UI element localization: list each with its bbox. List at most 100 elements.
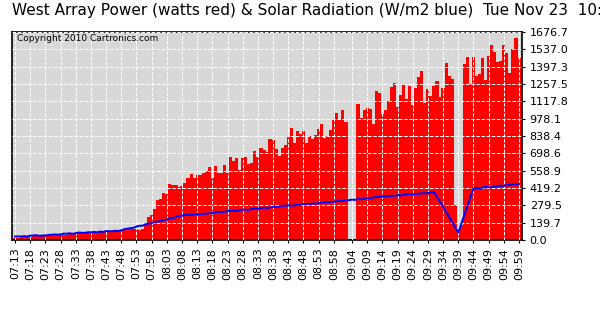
Bar bbox=[511, 50, 514, 240]
Bar bbox=[116, 231, 120, 240]
Bar bbox=[347, 239, 350, 240]
Bar bbox=[13, 238, 17, 240]
Bar bbox=[508, 73, 511, 240]
Bar bbox=[299, 134, 302, 240]
Bar bbox=[226, 172, 229, 240]
Bar bbox=[181, 186, 184, 240]
Bar bbox=[138, 230, 141, 240]
Bar bbox=[305, 143, 308, 240]
Bar bbox=[250, 163, 253, 240]
Bar bbox=[208, 167, 211, 240]
Bar bbox=[490, 45, 493, 240]
Bar bbox=[430, 96, 433, 240]
Bar bbox=[393, 83, 396, 240]
Bar bbox=[129, 228, 132, 240]
Bar bbox=[284, 145, 287, 240]
Bar bbox=[484, 80, 487, 240]
Bar bbox=[408, 85, 411, 240]
Bar bbox=[344, 122, 347, 240]
Bar bbox=[505, 53, 508, 240]
Bar bbox=[356, 104, 359, 240]
Bar bbox=[175, 185, 178, 240]
Bar bbox=[302, 131, 305, 240]
Bar bbox=[396, 107, 399, 240]
Text: West Array Power (watts red) & Solar Radiation (W/m2 blue)  Tue Nov 23  10:01: West Array Power (watts red) & Solar Rad… bbox=[12, 3, 600, 18]
Bar bbox=[47, 235, 50, 240]
Bar bbox=[220, 173, 223, 240]
Bar bbox=[83, 233, 86, 240]
Bar bbox=[44, 236, 47, 240]
Bar bbox=[205, 171, 208, 240]
Bar bbox=[399, 95, 402, 240]
Bar bbox=[247, 164, 250, 240]
Bar bbox=[451, 79, 454, 240]
Bar bbox=[159, 199, 163, 240]
Bar bbox=[193, 178, 196, 240]
Bar bbox=[368, 108, 372, 240]
Bar bbox=[80, 233, 83, 240]
Text: Copyright 2010 Cartronics.com: Copyright 2010 Cartronics.com bbox=[17, 34, 158, 43]
Bar bbox=[171, 186, 175, 240]
Bar bbox=[38, 236, 41, 240]
Bar bbox=[98, 232, 101, 240]
Bar bbox=[514, 38, 518, 240]
Bar bbox=[53, 236, 56, 240]
Bar bbox=[323, 138, 326, 240]
Bar bbox=[308, 136, 311, 240]
Bar bbox=[390, 87, 393, 240]
Bar bbox=[329, 130, 332, 240]
Bar bbox=[423, 103, 427, 240]
Bar bbox=[59, 234, 62, 240]
Bar bbox=[156, 200, 160, 240]
Bar bbox=[110, 231, 114, 240]
Bar bbox=[50, 235, 53, 240]
Bar bbox=[123, 230, 126, 240]
Bar bbox=[178, 187, 181, 240]
Bar bbox=[147, 217, 150, 240]
Bar bbox=[365, 108, 369, 240]
Bar bbox=[62, 235, 65, 240]
Bar bbox=[466, 57, 469, 240]
Bar bbox=[89, 233, 92, 240]
Bar bbox=[253, 151, 256, 240]
Bar bbox=[442, 88, 445, 240]
Bar bbox=[454, 205, 457, 240]
Bar bbox=[168, 184, 172, 240]
Bar bbox=[290, 128, 293, 240]
Bar bbox=[29, 237, 32, 240]
Bar bbox=[65, 235, 68, 240]
Bar bbox=[16, 238, 20, 240]
Bar bbox=[92, 232, 95, 240]
Bar bbox=[387, 101, 390, 240]
Bar bbox=[196, 175, 199, 240]
Bar bbox=[499, 61, 502, 240]
Bar bbox=[487, 56, 490, 240]
Bar bbox=[371, 124, 375, 240]
Bar bbox=[439, 97, 442, 240]
Bar bbox=[232, 161, 235, 240]
Bar bbox=[472, 57, 475, 240]
Bar bbox=[338, 120, 341, 240]
Bar bbox=[496, 62, 499, 240]
Bar bbox=[26, 237, 29, 240]
Bar bbox=[317, 129, 320, 240]
Bar bbox=[417, 77, 421, 240]
Bar bbox=[256, 157, 259, 240]
Bar bbox=[296, 132, 299, 240]
Bar bbox=[436, 81, 439, 240]
Bar bbox=[107, 231, 111, 240]
Bar bbox=[332, 119, 335, 240]
Bar bbox=[132, 229, 135, 240]
Bar bbox=[150, 215, 153, 240]
Bar bbox=[414, 88, 418, 240]
Bar bbox=[411, 105, 415, 240]
Bar bbox=[374, 91, 378, 240]
Bar bbox=[101, 231, 104, 240]
Bar bbox=[402, 85, 405, 240]
Bar bbox=[493, 52, 496, 240]
Bar bbox=[445, 63, 448, 240]
Bar bbox=[244, 157, 247, 240]
Bar bbox=[265, 152, 269, 240]
Bar bbox=[469, 84, 472, 240]
Bar bbox=[381, 114, 384, 240]
